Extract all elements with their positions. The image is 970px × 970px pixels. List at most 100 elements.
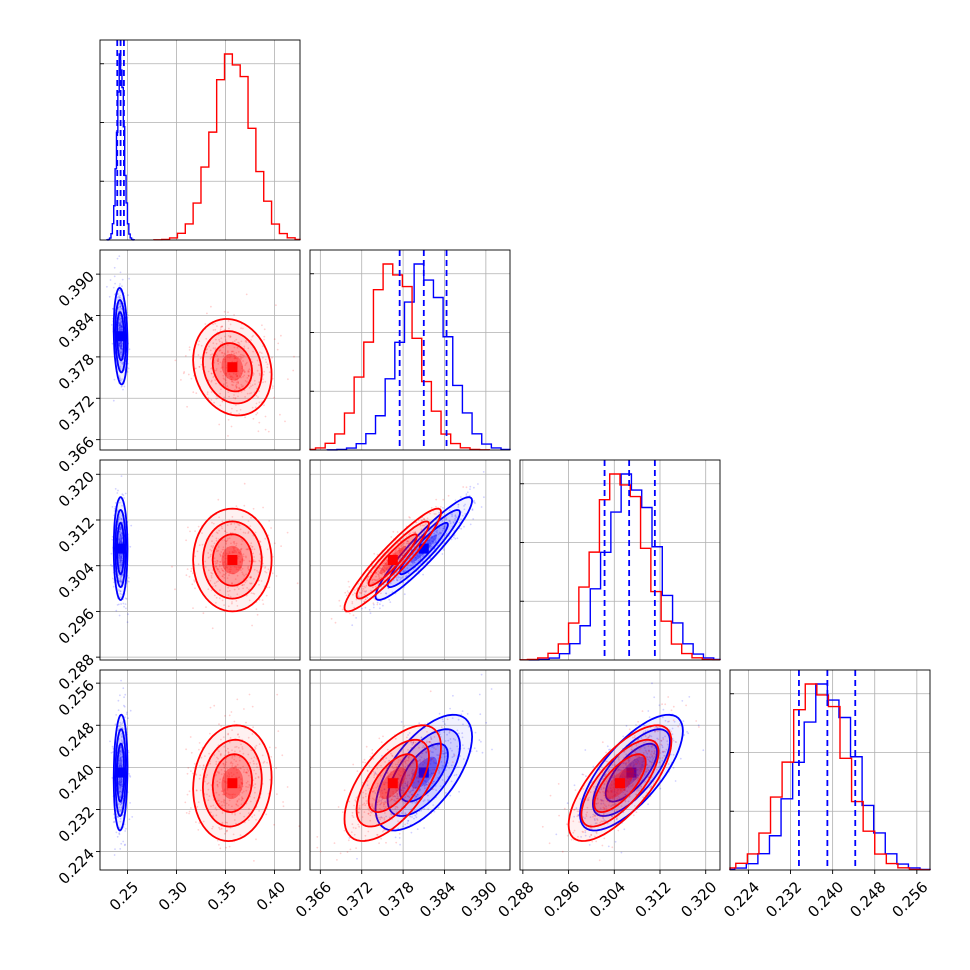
scatter-point — [238, 524, 241, 527]
scatter-point — [262, 381, 264, 384]
scatter-point — [208, 345, 211, 348]
scatter-point — [679, 723, 681, 725]
scatter-point — [226, 775, 229, 777]
scatter-point — [264, 566, 267, 568]
scatter-point — [212, 323, 215, 326]
scatter-point — [121, 662, 123, 664]
scatter-point — [221, 527, 224, 530]
scatter-point — [266, 366, 269, 369]
scatter-point — [247, 753, 250, 756]
scatter-point — [398, 773, 400, 776]
scatter-point — [430, 736, 432, 739]
scatter-point — [253, 814, 256, 817]
scatter-point — [442, 527, 445, 530]
scatter-point — [128, 348, 131, 351]
scatter-point — [425, 780, 427, 782]
scatter-point — [608, 748, 610, 751]
scatter-point — [412, 740, 415, 743]
scatter-point — [415, 787, 417, 789]
scatter-point — [382, 562, 385, 565]
scatter-point — [648, 749, 650, 752]
scatter-point — [258, 810, 260, 812]
scatter-point — [280, 545, 282, 547]
scatter-point — [414, 559, 416, 562]
scatter-point — [210, 372, 213, 375]
scatter-point — [481, 751, 484, 754]
scatter-point — [229, 335, 232, 338]
scatter-point — [407, 540, 409, 543]
scatter-point — [263, 404, 265, 407]
scatter-point — [119, 528, 121, 530]
scatter-point — [227, 537, 229, 540]
scatter-point — [118, 580, 121, 583]
scatter-point — [382, 758, 385, 761]
scatter-point — [237, 381, 240, 384]
scatter-point — [225, 552, 228, 555]
scatter-point — [474, 731, 477, 734]
scatter-point — [598, 813, 601, 816]
scatter-point — [241, 748, 244, 750]
scatter-point — [623, 828, 626, 831]
scatter-point — [119, 756, 122, 759]
scatter-point — [435, 505, 437, 508]
scatter-point — [387, 800, 390, 803]
scatter-point — [651, 682, 653, 685]
scatter-point — [402, 789, 405, 792]
scatter-point — [114, 488, 117, 490]
scatter-point — [257, 364, 260, 366]
scatter-point — [118, 765, 121, 767]
scatter-point — [413, 817, 415, 820]
scatter-point — [233, 755, 236, 758]
scatter-point — [423, 524, 426, 527]
scatter-point — [118, 345, 121, 347]
scatter-point — [240, 358, 242, 361]
scatter-point — [221, 575, 224, 578]
scatter-point — [126, 371, 129, 373]
scatter-point — [231, 749, 233, 752]
scatter-point — [379, 803, 381, 806]
scatter-point — [379, 603, 381, 606]
scatter-point — [128, 773, 131, 775]
scatter-point — [273, 396, 275, 399]
scatter-point — [121, 561, 123, 564]
scatter-point — [245, 556, 247, 559]
scatter-point — [235, 386, 238, 389]
scatter-point — [232, 546, 235, 549]
scatter-point — [644, 770, 647, 773]
scatter-point — [437, 806, 440, 809]
scatter-point — [120, 351, 123, 353]
scatter-point — [429, 774, 431, 776]
scatter-point — [122, 494, 125, 497]
scatter-point — [253, 556, 256, 558]
scatter-point — [210, 399, 213, 401]
scatter-point — [607, 791, 610, 793]
scatter-point — [628, 770, 631, 773]
scatter-point — [216, 569, 219, 571]
scatter-point — [576, 815, 579, 818]
scatter-point — [120, 322, 123, 324]
scatter-point — [432, 744, 435, 746]
scatter-point — [402, 760, 405, 763]
scatter-point — [233, 540, 236, 543]
scatter-point — [387, 798, 389, 800]
scatter-point — [223, 604, 226, 606]
hist-series-0 — [326, 263, 511, 451]
scatter-point — [434, 539, 437, 542]
scatter-point — [654, 730, 656, 733]
scatter-point — [367, 569, 370, 572]
scatter-point — [208, 795, 211, 797]
scatter-point — [355, 847, 357, 849]
scatter-point — [469, 523, 472, 526]
scatter-point — [367, 576, 370, 578]
scatter-point — [398, 549, 400, 552]
scatter-point — [348, 800, 351, 803]
scatter-point — [234, 793, 236, 796]
scatter-point — [667, 763, 670, 765]
scatter-point — [242, 370, 245, 373]
scatter-point — [118, 344, 120, 347]
scatter-point — [454, 515, 457, 518]
scatter-point — [125, 827, 127, 830]
scatter-point — [217, 580, 220, 582]
scatter-point — [119, 580, 121, 582]
